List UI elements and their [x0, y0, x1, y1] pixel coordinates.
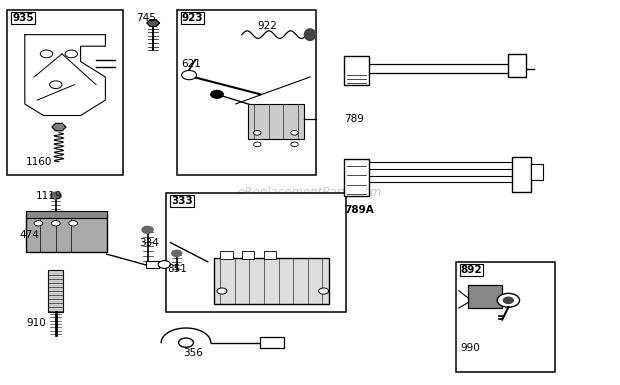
Circle shape [158, 261, 170, 268]
Bar [468, 285, 502, 308]
Text: 922: 922 [257, 21, 277, 31]
Text: 935: 935 [12, 13, 34, 23]
Bar [248, 104, 304, 139]
Circle shape [217, 288, 227, 294]
Circle shape [51, 221, 60, 226]
Circle shape [319, 288, 329, 294]
Circle shape [179, 338, 193, 347]
Bar [264, 251, 276, 259]
Circle shape [69, 221, 78, 226]
Circle shape [142, 226, 153, 233]
Circle shape [182, 70, 197, 80]
Bar [214, 258, 329, 304]
Bar [344, 159, 369, 196]
Text: 851: 851 [167, 264, 187, 275]
Circle shape [497, 293, 520, 307]
Bar [7, 10, 123, 175]
Circle shape [291, 131, 298, 135]
Circle shape [503, 297, 513, 303]
Text: 990: 990 [460, 343, 480, 353]
Bar [260, 337, 284, 348]
Bar [531, 164, 543, 180]
Text: 1119: 1119 [36, 191, 63, 201]
Text: 910: 910 [26, 318, 46, 328]
Text: 892: 892 [461, 265, 482, 275]
Circle shape [254, 142, 261, 147]
Bar [26, 214, 107, 252]
Bar [508, 54, 526, 77]
Text: 745: 745 [136, 13, 156, 23]
Text: 334: 334 [140, 238, 159, 248]
Circle shape [254, 131, 261, 135]
Circle shape [34, 221, 43, 226]
Text: 789: 789 [344, 114, 364, 124]
Polygon shape [147, 20, 159, 27]
Bar [146, 261, 159, 268]
Bar [512, 157, 531, 192]
Circle shape [211, 90, 223, 98]
Text: 621: 621 [181, 59, 201, 69]
Bar [344, 56, 369, 85]
Bar [220, 251, 232, 259]
Ellipse shape [304, 29, 316, 40]
Text: 923: 923 [182, 13, 203, 23]
Text: 474: 474 [20, 230, 40, 240]
Bar [177, 10, 316, 175]
Bar [456, 262, 555, 372]
Text: eReplacementParts.com: eReplacementParts.com [238, 186, 382, 199]
Polygon shape [52, 123, 66, 131]
Bar [26, 211, 107, 218]
Bar [48, 270, 63, 312]
Circle shape [172, 250, 182, 256]
Text: 1160: 1160 [26, 157, 53, 167]
Text: 333: 333 [171, 196, 193, 206]
Bar [166, 192, 346, 312]
Text: 356: 356 [183, 348, 203, 358]
Circle shape [291, 142, 298, 147]
Circle shape [50, 192, 61, 199]
Bar [242, 251, 254, 259]
Text: 789A: 789A [344, 205, 374, 215]
